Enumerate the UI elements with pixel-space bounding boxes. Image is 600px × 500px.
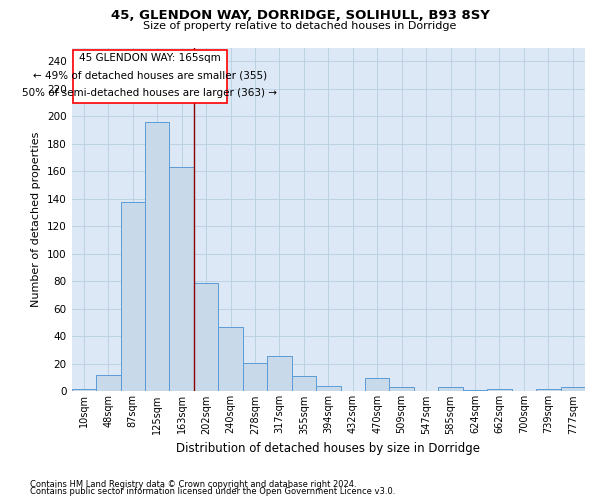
Bar	[267, 356, 292, 392]
Bar	[243, 362, 267, 392]
Bar	[439, 388, 463, 392]
Text: 45, GLENDON WAY, DORRIDGE, SOLIHULL, B93 8SY: 45, GLENDON WAY, DORRIDGE, SOLIHULL, B93…	[110, 9, 490, 22]
Bar	[560, 388, 585, 392]
Text: Size of property relative to detached houses in Dorridge: Size of property relative to detached ho…	[143, 21, 457, 31]
Text: 50% of semi-detached houses are larger (363) →: 50% of semi-detached houses are larger (…	[22, 88, 277, 98]
Bar	[389, 388, 414, 392]
Bar	[194, 282, 218, 392]
Bar	[365, 378, 389, 392]
Bar	[145, 122, 169, 392]
Bar	[292, 376, 316, 392]
Text: ← 49% of detached houses are smaller (355): ← 49% of detached houses are smaller (35…	[33, 70, 267, 81]
Bar	[487, 388, 512, 392]
Y-axis label: Number of detached properties: Number of detached properties	[31, 132, 41, 307]
Bar	[96, 375, 121, 392]
Bar	[218, 326, 243, 392]
Text: 45 GLENDON WAY: 165sqm: 45 GLENDON WAY: 165sqm	[79, 53, 221, 63]
X-axis label: Distribution of detached houses by size in Dorridge: Distribution of detached houses by size …	[176, 442, 481, 455]
Text: Contains HM Land Registry data © Crown copyright and database right 2024.: Contains HM Land Registry data © Crown c…	[30, 480, 356, 489]
Bar	[169, 167, 194, 392]
Bar	[463, 390, 487, 392]
Bar	[71, 388, 96, 392]
Bar	[536, 388, 560, 392]
Bar	[121, 202, 145, 392]
Bar	[316, 386, 341, 392]
Bar	[73, 50, 227, 102]
Text: Contains public sector information licensed under the Open Government Licence v3: Contains public sector information licen…	[30, 488, 395, 496]
